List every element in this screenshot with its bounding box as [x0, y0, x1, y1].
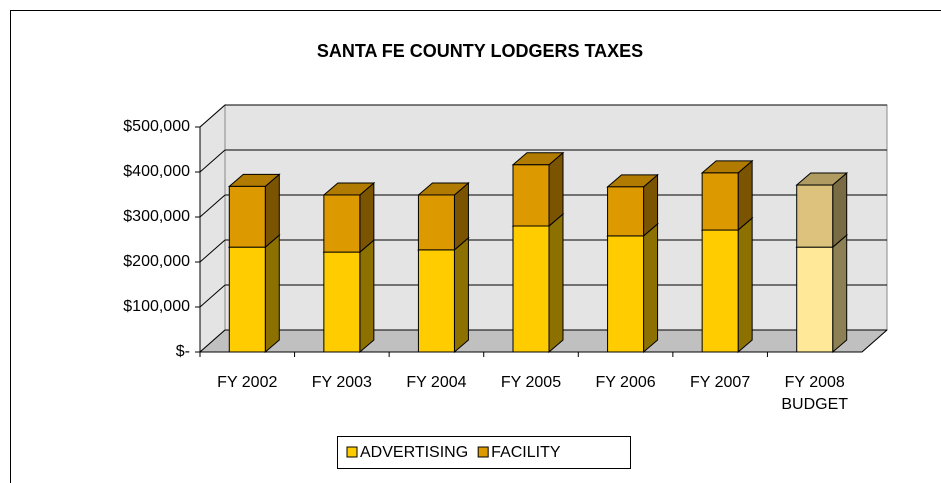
- bar: [701, 229, 739, 353]
- bar-side: [453, 236, 469, 354]
- bar: [796, 246, 834, 353]
- bar-side: [359, 239, 375, 354]
- x-axis-depth: [861, 329, 888, 353]
- bar: [607, 186, 645, 237]
- bar-side: [548, 212, 564, 354]
- y-tick-label: $100,000: [123, 298, 190, 315]
- bar: [323, 194, 361, 253]
- bar: [323, 251, 361, 353]
- bar-side: [737, 216, 753, 354]
- y-tick-label: $300,000: [123, 208, 190, 225]
- grid-line: [199, 149, 226, 173]
- bar: [701, 172, 739, 231]
- bar-side: [832, 234, 848, 354]
- bar: [228, 246, 266, 353]
- x-tick-label: FY 2004: [406, 374, 467, 391]
- bar: [796, 184, 834, 248]
- legend-label: ADVERTISING: [360, 444, 468, 461]
- y-tick-label: $400,000: [123, 163, 190, 180]
- bar: [512, 164, 550, 227]
- bar: [228, 185, 266, 248]
- legend-swatch: [477, 446, 489, 458]
- bar-side: [832, 171, 848, 249]
- y-tick-label: $200,000: [123, 253, 190, 270]
- bar-side: [264, 173, 280, 249]
- grid-line: [199, 239, 226, 263]
- side-wall: [199, 103, 226, 354]
- x-tick-label: FY 2002: [217, 374, 278, 391]
- grid-line: [199, 194, 226, 218]
- grid-line: [199, 329, 226, 353]
- bar: [417, 249, 455, 353]
- y-tick-label: $500,000: [123, 118, 190, 135]
- bar: [417, 194, 455, 251]
- bar-side: [643, 222, 659, 354]
- bar: [607, 235, 645, 353]
- bar-side: [548, 151, 564, 228]
- grid-line: [199, 284, 226, 308]
- grid-line: [199, 104, 226, 128]
- x-tick-label: FY 2007: [690, 374, 751, 391]
- x-tick-label: FY 2003: [311, 374, 372, 391]
- x-tick-label: FY 2005: [500, 374, 562, 391]
- bar-side: [264, 234, 280, 354]
- bar: [512, 225, 550, 353]
- chart-title: SANTA FE COUNTY LODGERS TAXES: [317, 41, 643, 61]
- legend-swatch: [346, 446, 358, 458]
- x-tick-label: FY 2008 BUDGET: [781, 374, 849, 413]
- y-tick-label: $-: [176, 343, 190, 360]
- legend-label: FACILITY: [491, 444, 561, 461]
- x-tick-label: FY 2006: [595, 374, 656, 391]
